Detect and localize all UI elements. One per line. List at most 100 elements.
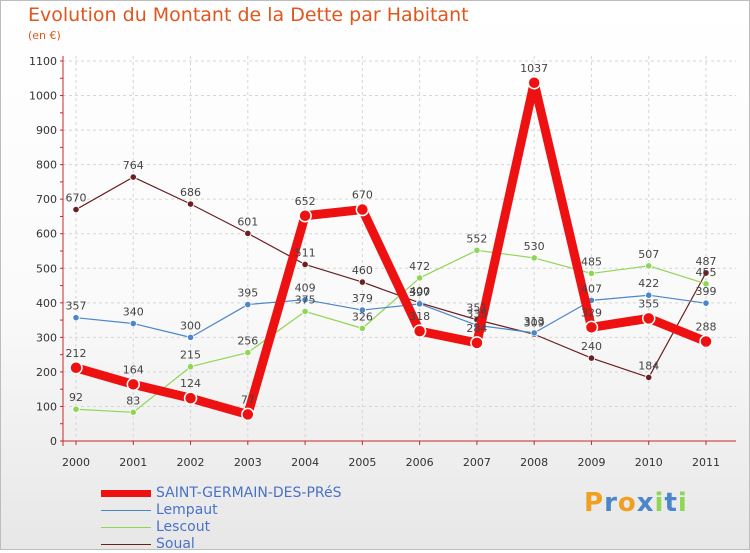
- data-label: 215: [180, 349, 201, 362]
- data-label: 422: [638, 277, 659, 290]
- data-label: 326: [352, 310, 373, 323]
- data-label: 511: [295, 246, 316, 259]
- data-label: 400: [409, 285, 430, 298]
- y-tick-label: 100: [36, 400, 57, 413]
- data-label: 184: [638, 359, 659, 372]
- data-label: 397: [409, 286, 430, 299]
- data-label: 340: [123, 306, 144, 319]
- data-point: [244, 348, 252, 357]
- data-label: 309: [524, 316, 545, 329]
- series-line-SAINT-GERMAIN-DES-PRéS: [71, 78, 711, 419]
- data-label: 329: [581, 306, 602, 319]
- data-point: [241, 407, 255, 422]
- data-label: 318: [409, 310, 430, 323]
- data-label: 652: [295, 195, 316, 208]
- data-label: 355: [638, 297, 659, 310]
- data-point: [587, 269, 596, 278]
- data-label: 284: [466, 322, 487, 335]
- data-point: [244, 300, 252, 309]
- y-tick-label: 900: [36, 124, 57, 137]
- data-label: 407: [581, 282, 602, 295]
- data-point: [645, 373, 653, 382]
- proxiti-logo: Proxiti: [584, 488, 688, 518]
- data-point: [527, 76, 541, 90]
- data-point: [584, 320, 599, 335]
- data-label: 83: [126, 394, 140, 407]
- y-tick-label: 600: [36, 228, 57, 241]
- data-label: 601: [237, 215, 258, 228]
- data-label: 77: [241, 393, 255, 406]
- data-label: 212: [66, 347, 87, 360]
- data-label: 357: [66, 300, 87, 313]
- series-line-Lempaut: [75, 294, 707, 338]
- data-label: 686: [180, 186, 201, 199]
- data-label: 92: [69, 391, 83, 404]
- legend-swatch: [101, 544, 151, 545]
- data-point: [412, 324, 427, 338]
- data-point: [72, 405, 80, 413]
- data-point: [69, 361, 83, 375]
- data-label: 764: [123, 159, 144, 172]
- x-tick-label: 2003: [234, 456, 262, 469]
- y-tick-label: 1000: [29, 90, 57, 103]
- data-label: 313: [524, 315, 545, 328]
- data-label: 288: [696, 321, 717, 334]
- data-label: 124: [180, 377, 201, 390]
- logo-letter: o: [617, 488, 637, 518]
- data-point: [358, 324, 366, 332]
- data-label: 256: [237, 335, 258, 348]
- chart-title: Evolution du Montant de la Dette par Hab…: [28, 4, 469, 26]
- x-tick-label: 2008: [520, 456, 548, 469]
- data-point: [645, 291, 653, 299]
- x-tick-label: 2007: [463, 456, 491, 469]
- data-label: 379: [352, 292, 373, 305]
- logo-letter: i: [654, 488, 665, 518]
- x-tick-label: 2004: [291, 456, 319, 469]
- y-tick-label: 500: [36, 262, 57, 275]
- data-label: 300: [180, 319, 201, 332]
- data-point: [72, 205, 80, 214]
- data-point: [416, 274, 424, 282]
- data-point: [129, 319, 137, 328]
- data-point: [301, 260, 309, 269]
- legend-label: SAINT-GERMAIN-DES-PRéS: [156, 485, 342, 501]
- data-point: [186, 333, 195, 341]
- y-tick-label: 0: [50, 435, 57, 448]
- x-tick-label: 2006: [406, 456, 434, 469]
- data-point: [244, 229, 252, 237]
- data-label: 351: [466, 302, 487, 315]
- data-point: [702, 269, 710, 277]
- x-tick-label: 2011: [692, 456, 720, 469]
- data-label: 399: [696, 285, 717, 298]
- data-point: [473, 246, 481, 254]
- data-point: [301, 296, 309, 304]
- data-label: 1037: [520, 62, 548, 75]
- x-tick-label: 2010: [635, 456, 663, 469]
- data-label: 375: [295, 293, 316, 306]
- data-point: [183, 391, 198, 405]
- data-point: [358, 278, 366, 286]
- data-point: [530, 329, 538, 337]
- data-point: [416, 300, 424, 308]
- data-label: 670: [66, 192, 87, 205]
- logo-letter: t: [664, 488, 678, 518]
- data-label: 670: [352, 189, 373, 202]
- line-chart: 0 100 200 300 400 500 600 700 800 900 1000 1100 2000…: [29, 55, 736, 469]
- data-point: [186, 363, 195, 371]
- y-tick-label: 800: [36, 159, 57, 172]
- y-tick-label: 300: [36, 331, 57, 344]
- x-tick-label: 2002: [177, 456, 205, 469]
- data-point: [186, 200, 195, 208]
- x-tick-label: 2009: [577, 456, 605, 469]
- data-label: 487: [696, 255, 717, 268]
- y-tick-label: 400: [36, 297, 57, 310]
- data-point: [587, 354, 596, 362]
- legend-swatch: [101, 490, 151, 497]
- legend-swatch: [101, 510, 151, 511]
- data-label: 472: [409, 260, 430, 273]
- data-point: [358, 306, 366, 314]
- y-tick-label: 1100: [29, 55, 57, 68]
- data-label: 335: [466, 307, 487, 320]
- legend-swatch: [101, 527, 151, 528]
- data-point: [702, 299, 710, 307]
